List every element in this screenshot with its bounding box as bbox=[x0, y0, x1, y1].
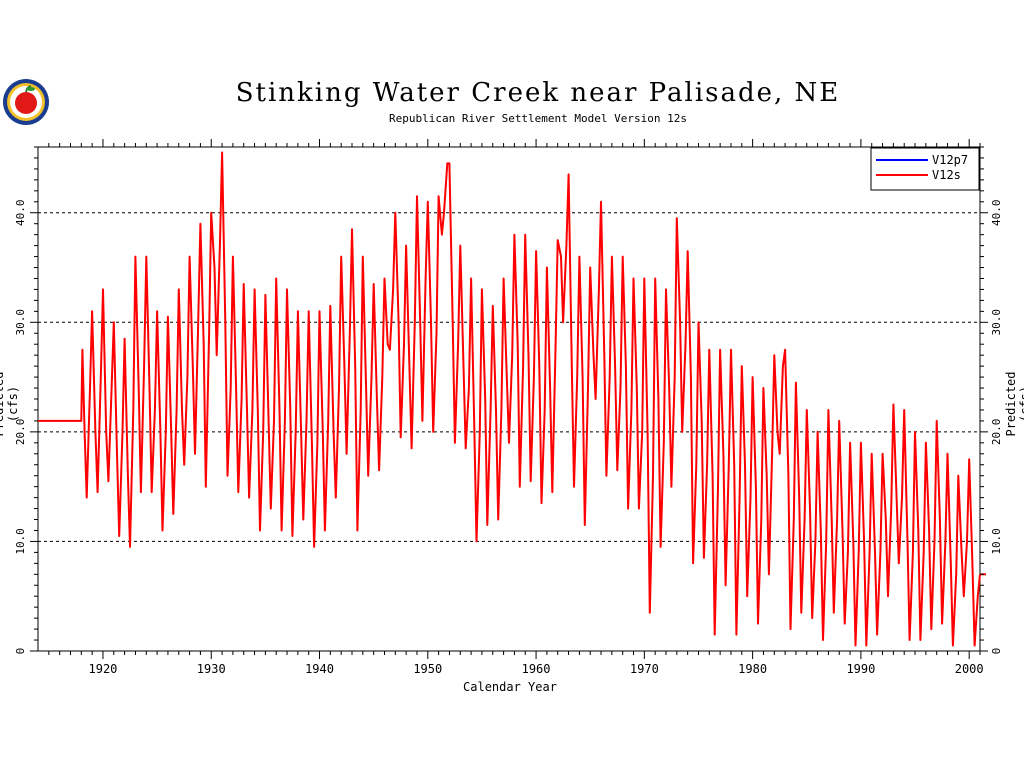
chart-subtitle: Republican River Settlement Model Versio… bbox=[388, 112, 687, 125]
y-tick-label-left: 10.0 bbox=[14, 528, 27, 555]
y-tick-label-right: 0 bbox=[990, 648, 1003, 655]
x-tick-label: 1920 bbox=[89, 662, 118, 676]
x-tick-label: 1960 bbox=[522, 662, 551, 676]
x-tick-label: 1970 bbox=[630, 662, 659, 676]
x-tick-label: 1990 bbox=[846, 662, 875, 676]
y-tick-label-left: 20.0 bbox=[14, 419, 27, 446]
legend-label-V12p7: V12p7 bbox=[932, 153, 968, 167]
axis-ticks: 1920 1930 1940 1950 1960 1970 1980 1990 2000 0 10.… bbox=[14, 139, 1003, 676]
x-tick-label: 1930 bbox=[197, 662, 226, 676]
y-tick-label-right: 20.0 bbox=[990, 419, 1003, 446]
apple-seal-logo-icon bbox=[2, 78, 50, 126]
y-tick-label-left: 40.0 bbox=[14, 199, 27, 226]
legend-label-V12s: V12s bbox=[932, 168, 961, 182]
y-axis-label-left: Predicted (cfs) bbox=[0, 371, 20, 437]
y-tick-label-left: 0 bbox=[14, 648, 27, 655]
series-line-V12s bbox=[38, 151, 981, 647]
chart-title: Stinking Water Creek near Palisade, NE bbox=[235, 78, 841, 108]
legend-box bbox=[870, 147, 980, 191]
x-axis-label: Calendar Year bbox=[463, 680, 557, 694]
y-tick-label-left: 30.0 bbox=[14, 309, 27, 336]
y-axis-label-right: Predicted (cfs) bbox=[1004, 371, 1024, 437]
y-tick-label-right: 10.0 bbox=[990, 528, 1003, 555]
x-tick-label: 1950 bbox=[413, 662, 442, 676]
series-group bbox=[38, 151, 986, 647]
y-tick-label-right: 30.0 bbox=[990, 309, 1003, 336]
plot-border bbox=[37, 146, 981, 652]
grid-lines bbox=[38, 212, 980, 542]
y-tick-label-right: 40.0 bbox=[990, 199, 1003, 226]
plot-frame bbox=[37, 146, 981, 652]
x-tick-label: 2000 bbox=[955, 662, 984, 676]
x-tick-label: 1940 bbox=[305, 662, 334, 676]
x-tick-label: 1980 bbox=[738, 662, 767, 676]
